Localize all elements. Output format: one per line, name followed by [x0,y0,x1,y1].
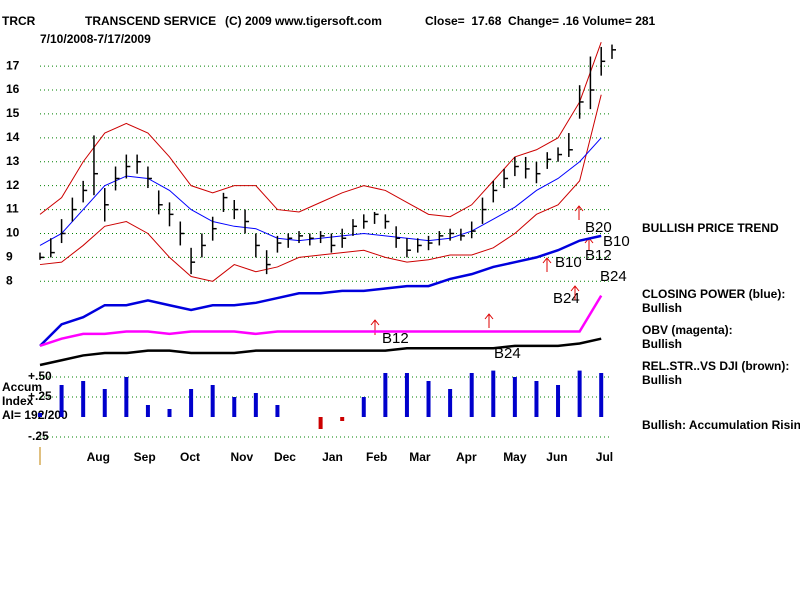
accum-bar [81,381,86,417]
accum-bar [38,413,42,417]
signal-label: B12 [585,247,612,264]
accum-tick-label: +.25 [28,389,52,403]
accum-bar [340,417,345,421]
accum-bar [167,409,172,417]
company-name: TRANSCEND SERVICE [85,14,216,28]
x-tick-label: Mar [409,450,431,464]
series-line [39,337,602,367]
accum-tick-label: -.25 [28,429,49,443]
signal-label: B24 [600,268,627,285]
accum-bar [361,397,366,417]
accum-bar [318,417,323,429]
date-range: 7/10/2008-7/17/2009 [40,32,151,46]
signal-label: B24 [553,290,580,307]
accum-bar [253,393,258,417]
accum-bar [232,397,237,417]
accum-bar [599,373,604,417]
accum-status: Bullish: Accumulation Rising [642,418,800,432]
y-tick-label: 15 [6,106,20,120]
x-tick-label: Dec [274,450,296,464]
accum-bar [448,389,453,417]
price-trend: BULLISH PRICE TREND [642,221,779,235]
accum-label: Accum [2,380,42,394]
y-tick-label: 9 [6,250,13,264]
y-tick-label: 17 [6,58,20,72]
copyright: (C) 2009 www.tigersoft.com [225,14,382,28]
accum-bar [102,389,107,417]
x-tick-label: Apr [456,450,477,464]
x-tick-label: May [503,450,527,464]
symbol: TRCR [2,14,36,28]
series-line [39,94,602,282]
y-tick-label: 16 [6,82,20,96]
accum-bar [124,377,129,417]
signal-label: B12 [382,330,409,347]
accum-label: Index [2,394,34,408]
series-line [39,234,602,347]
x-tick-label: Nov [230,450,253,464]
accum-bar [383,373,388,417]
accum-bar [491,370,496,417]
y-tick-label: 12 [6,178,20,192]
y-tick-label: 11 [6,202,19,216]
y-tick-label: 14 [6,130,20,144]
y-tick-label: 8 [6,273,13,287]
series-status: Bullish [642,301,682,315]
signal-label: B10 [555,254,582,271]
accum-bar [404,373,409,417]
x-tick-label: Feb [366,450,387,464]
y-tick-label: 10 [6,226,20,240]
accum-bar [534,381,539,417]
series-name: REL.STR..VS DJI (brown): [642,359,789,373]
x-tick-label: Jul [596,450,613,464]
series-name: OBV (magenta): [642,323,733,337]
quote: Close= 17.68 Change= .16 Volume= 281 [425,14,656,28]
accum-bar [426,381,431,417]
signal-label: B10 [603,233,630,250]
series-line [39,295,603,348]
signal-label: B24 [494,345,521,362]
accum-bar [145,405,150,417]
x-tick-label: Aug [87,450,110,464]
signal-label: B20 [585,219,612,236]
series-line [39,42,602,218]
accum-tick-label: +.50 [28,369,52,383]
y-tick-label: 13 [6,154,20,168]
accum-bar [59,385,64,417]
accum-bar [577,370,582,417]
x-tick-label: Jan [322,450,343,464]
accum-bar [512,377,517,417]
accum-bar [469,373,474,417]
accum-label: AI= 192/200 [2,408,68,422]
accum-bar [275,405,280,417]
x-tick-label: Jun [546,450,567,464]
accum-bar [556,385,561,417]
series-status: Bullish [642,373,682,387]
series-status: Bullish [642,337,682,351]
accum-bar [210,385,215,417]
series-name: CLOSING POWER (blue): [642,287,785,301]
x-tick-label: Sep [134,450,156,464]
accum-bar [189,389,194,417]
x-tick-label: Oct [180,450,200,464]
